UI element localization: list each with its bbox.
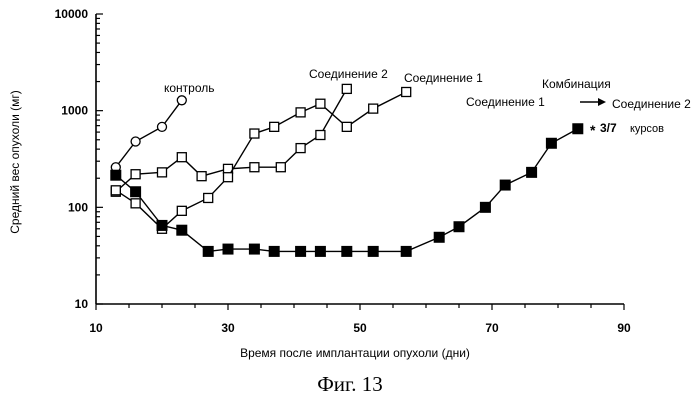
series-line (115, 99, 183, 168)
x-tick-label: 50 (353, 321, 367, 335)
data-point (156, 167, 168, 178)
series-3 (110, 123, 584, 257)
data-point (222, 243, 234, 255)
data-point (130, 136, 141, 147)
data-point (275, 162, 286, 173)
series-line (115, 91, 407, 230)
y-tick-label: 1000 (61, 104, 88, 118)
data-point (248, 243, 260, 255)
y-tick-label: 10000 (55, 7, 89, 21)
data-point (110, 185, 121, 196)
data-point (249, 162, 260, 173)
annotation-compound1: Соединение 1 (404, 71, 483, 85)
annotation-courses-count: 3/7 (600, 121, 617, 135)
x-tick-label: 90 (617, 321, 631, 335)
data-point (249, 128, 260, 139)
annotation-compound2: Соединение 2 (309, 67, 388, 81)
data-point (367, 245, 379, 257)
data-point (401, 86, 412, 98)
data-point (156, 219, 168, 231)
data-point (295, 107, 306, 118)
data-point (499, 179, 511, 191)
x-tick-label: 30 (221, 321, 235, 335)
data-point (315, 98, 326, 109)
data-point (545, 137, 557, 149)
data-point (130, 198, 141, 209)
data-point (341, 245, 353, 257)
combination-arrow (580, 98, 606, 106)
annotation-combo-to: Соединение 2 (612, 97, 691, 111)
series-0 (110, 95, 187, 173)
data-point (130, 186, 142, 198)
data-point (176, 95, 187, 106)
series-layer (110, 83, 584, 257)
data-point (341, 121, 352, 133)
y-tick-label: 10 (75, 297, 89, 311)
x-tick-label: 70 (485, 321, 499, 335)
data-point (295, 142, 306, 154)
data-point (400, 245, 412, 257)
data-point (222, 172, 234, 183)
x-tick-label: 10 (89, 321, 103, 335)
data-point (315, 129, 326, 141)
data-point (110, 169, 122, 181)
data-point (268, 245, 280, 257)
axes (95, 13, 625, 310)
y-axis-label: Средний вес опухоли (мг) (8, 90, 22, 233)
data-point (176, 205, 187, 216)
y-tick-label: 100 (68, 200, 88, 214)
data-point (203, 192, 214, 204)
data-point (196, 171, 207, 182)
data-point (202, 245, 214, 257)
annotation-combo-from: Соединение 1 (466, 95, 545, 109)
data-point (130, 169, 141, 180)
data-point (479, 201, 491, 213)
data-point (572, 123, 584, 135)
x-axis-label: Время после имплантации опухоли (дни) (240, 346, 470, 360)
data-point (295, 245, 307, 257)
data-point (269, 121, 280, 133)
data-point (433, 231, 445, 243)
annotation-courses-star: * (590, 122, 596, 138)
annotation-control: контроль (164, 81, 215, 95)
data-point (368, 103, 379, 114)
data-point (453, 221, 465, 233)
data-point (156, 121, 168, 133)
data-point (176, 152, 187, 163)
tick-labels: 10 30 50 70 90 10 100 1000 10000 (55, 7, 631, 335)
data-point (341, 83, 352, 95)
figure-caption: Фиг. 13 (317, 372, 383, 396)
annotation-combination: Комбинация (542, 77, 611, 91)
data-point (526, 166, 538, 178)
data-point (314, 245, 326, 257)
data-point (176, 224, 188, 236)
series-2 (110, 86, 412, 234)
annotation-courses-word: курсов (630, 123, 664, 135)
